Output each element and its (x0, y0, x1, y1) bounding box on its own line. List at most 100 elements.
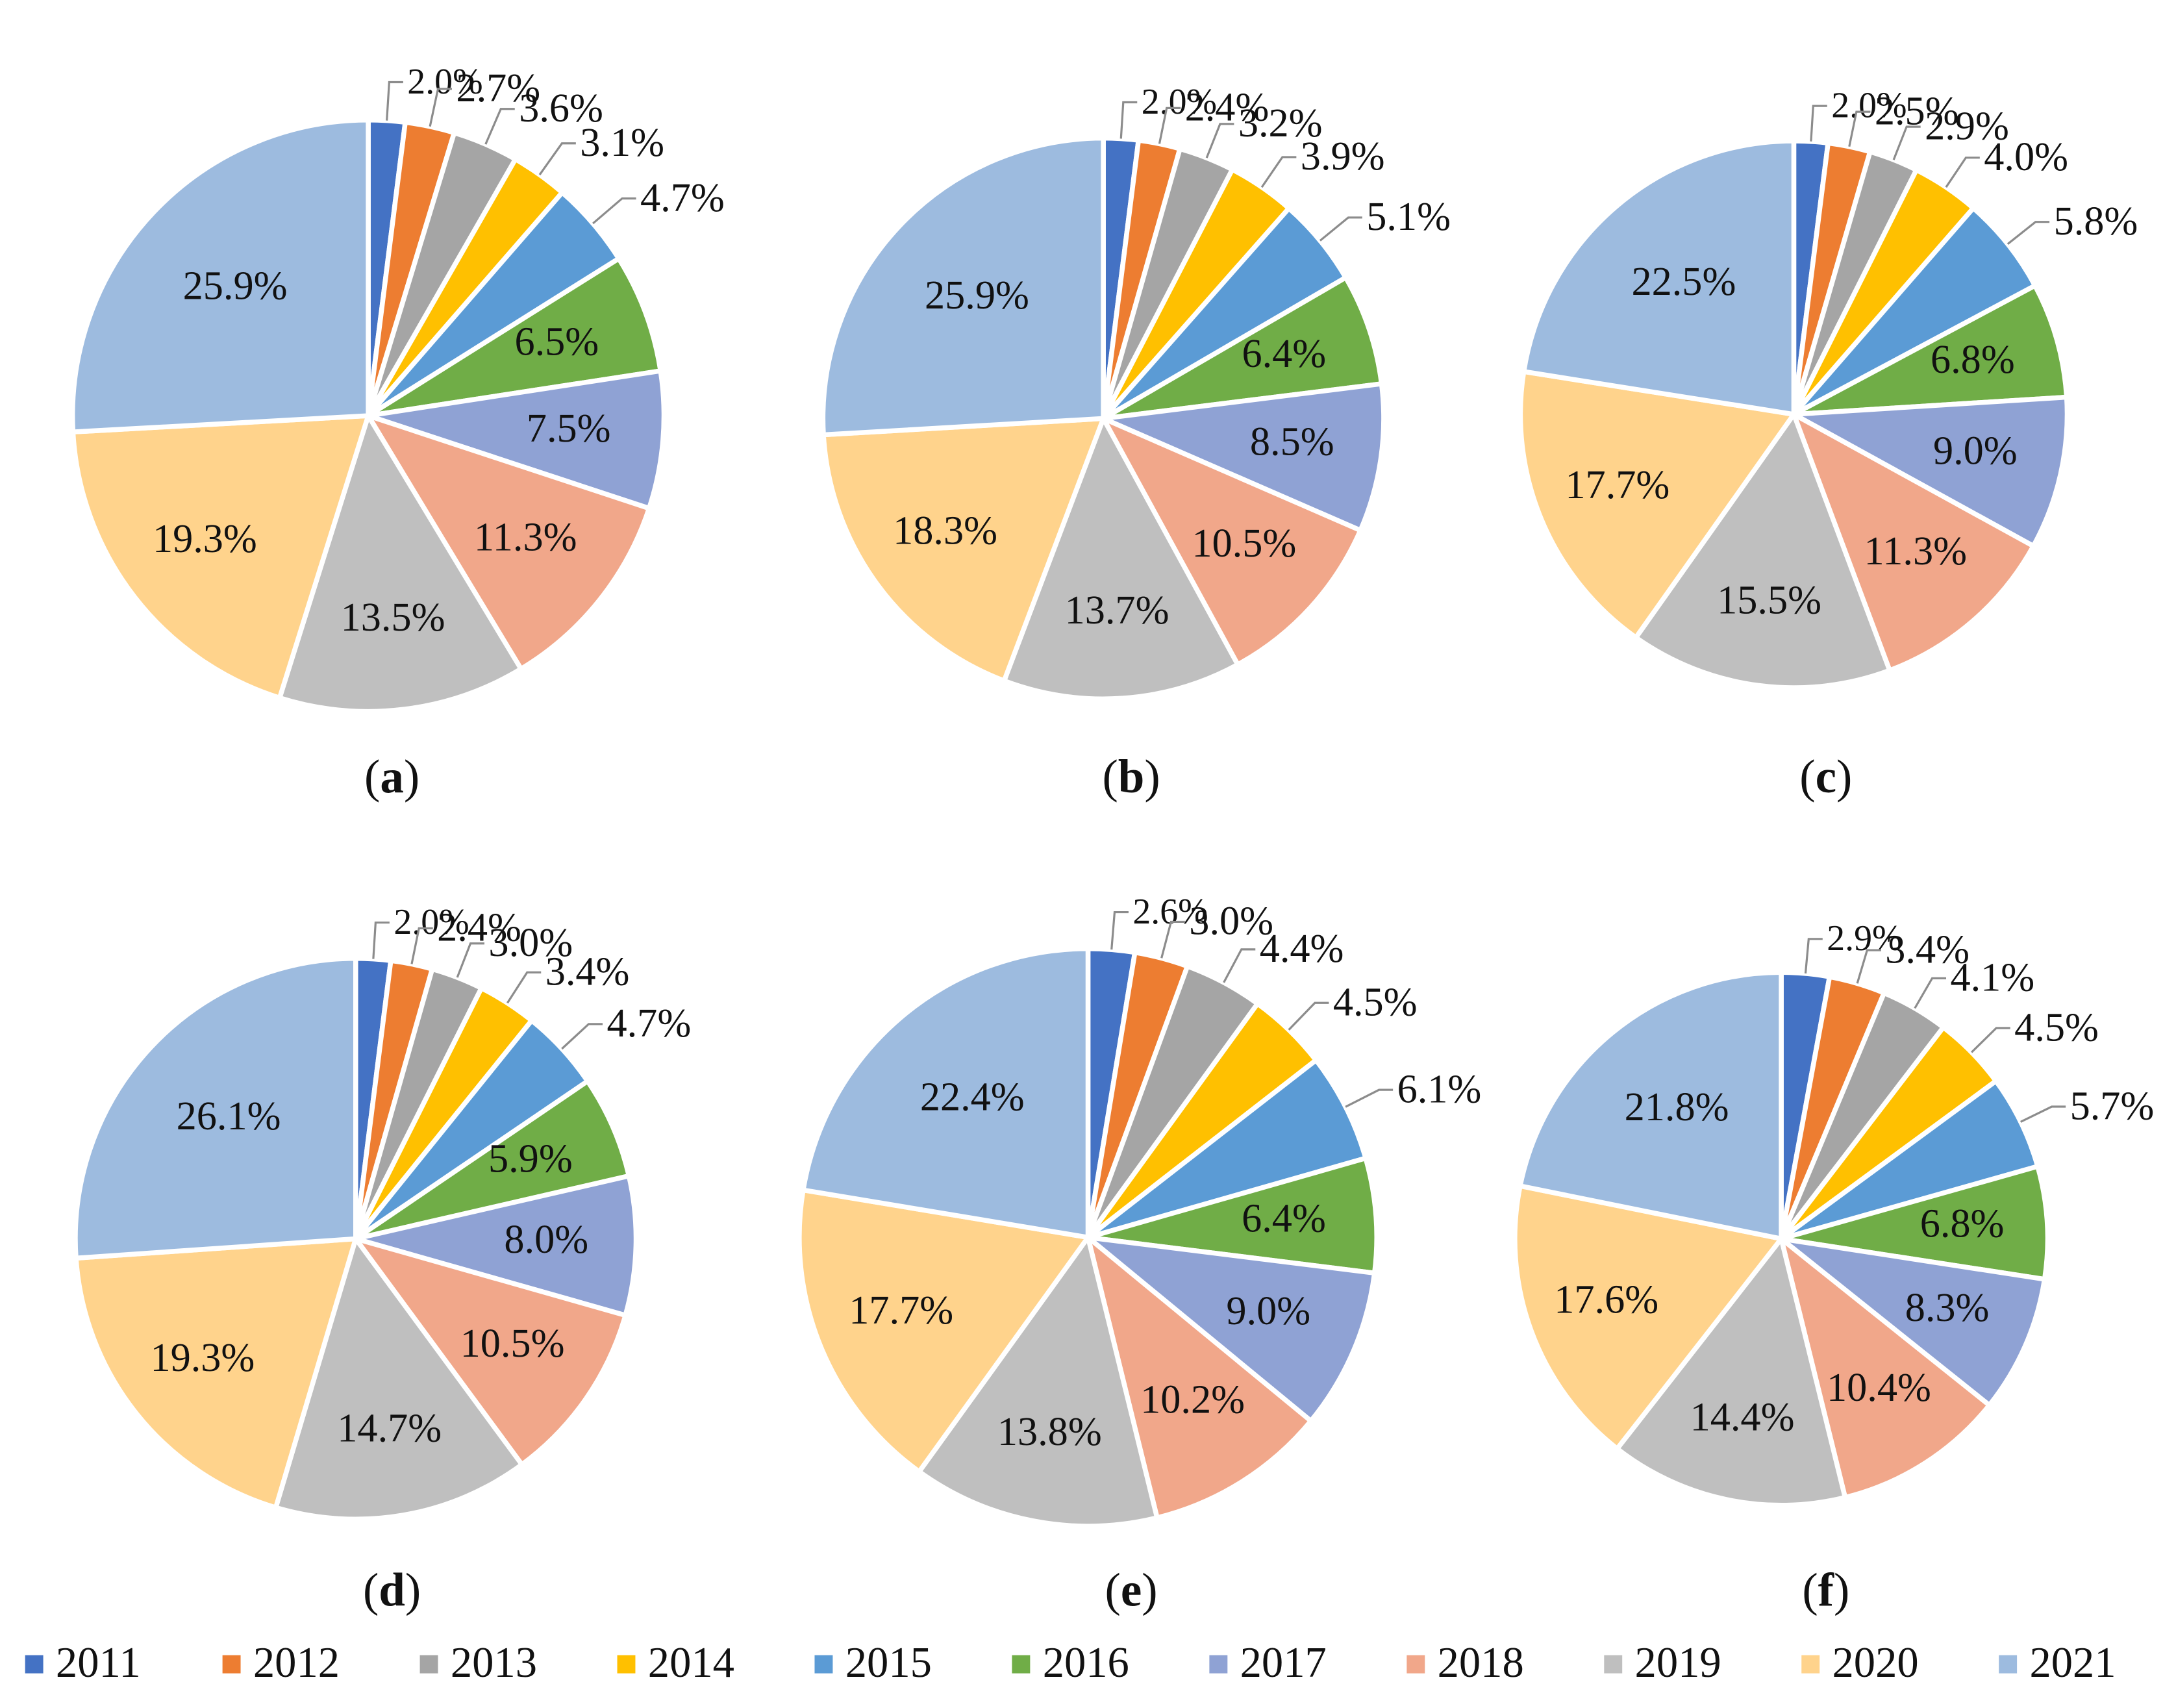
pie-slice-2018 (1101, 416, 1363, 668)
leader-line (538, 142, 576, 175)
data-label: 2.0% (394, 902, 469, 942)
data-label: 22.5% (1631, 259, 1736, 304)
data-label: 3.2% (1238, 101, 1323, 145)
data-label: 3.9% (1301, 134, 1385, 179)
legend-label: 2021 (2029, 1639, 2116, 1687)
legend-swatch (1801, 1655, 1820, 1674)
data-label: 10.2% (1140, 1377, 1245, 1422)
data-label: 4.7% (607, 1001, 691, 1046)
pie-slice-2019 (1001, 416, 1240, 701)
leader-line (1205, 123, 1234, 158)
pie-slice-2020 (797, 1187, 1091, 1474)
leader-line (1810, 105, 1827, 142)
leader-line (1856, 949, 1881, 984)
legend-swatch (419, 1655, 438, 1674)
pie-slice-2020 (73, 1236, 358, 1511)
leader-line (456, 942, 484, 978)
leader-line (2020, 1105, 2066, 1123)
legend-swatch (814, 1655, 833, 1674)
pie-slice-2021 (73, 955, 358, 1261)
pie-slice-2019 (277, 413, 524, 714)
data-label: 3.1% (580, 120, 664, 165)
data-label: 5.8% (2054, 199, 2138, 244)
legend-item-2017: 2017 (1209, 1639, 1327, 1687)
leader-line (1945, 157, 1980, 188)
legend-swatch (25, 1655, 44, 1674)
legend-label: 2012 (253, 1639, 340, 1687)
legend-item-2019: 2019 (1604, 1639, 1721, 1687)
leader-line (1260, 156, 1297, 188)
pie-slice-2018 (1791, 412, 2036, 673)
data-label: 17.6% (1554, 1277, 1658, 1322)
pie-slice-2017 (1779, 1236, 2047, 1408)
pie-slice-2016 (1791, 283, 2070, 417)
data-label: 10.5% (1192, 521, 1296, 566)
leader-line (1288, 1001, 1329, 1031)
pie-slice-2016 (1101, 275, 1384, 421)
pie-slice-2016 (366, 256, 663, 418)
leader-line (1160, 920, 1185, 959)
data-label: 5.1% (1366, 194, 1451, 239)
data-label: 3.0% (1189, 899, 1273, 944)
legend-item-2020: 2020 (1801, 1639, 1919, 1687)
pie-slice-2016 (1779, 1164, 2051, 1282)
pie-slice-2017 (1101, 381, 1386, 533)
panel-caption-b: (b) (1102, 750, 1160, 803)
data-label: 25.9% (925, 273, 1029, 318)
leader-line (1848, 110, 1871, 147)
pie-chart-c: 2.0%2.5%2.9%4.0%5.8%6.8%9.0%11.3%15.5%17… (1518, 85, 2138, 803)
data-label: 13.7% (1065, 588, 1169, 633)
data-label: 17.7% (1565, 462, 1670, 507)
data-label: 2.0% (407, 62, 482, 102)
pie-slice-2018 (353, 1236, 628, 1467)
legend-label: 2014 (648, 1639, 734, 1687)
leader-line (484, 108, 515, 145)
data-label: 13.5% (341, 595, 445, 640)
legend-swatch (1604, 1655, 1623, 1674)
pie-slice-2017 (353, 1173, 639, 1318)
data-label: 3.4% (1885, 927, 1970, 972)
data-label: 6.4% (1242, 331, 1326, 376)
legend-item-2011: 2011 (25, 1639, 141, 1687)
legend: 2011 2012 2013 2014 2015 2016 2017 2018 2019 2020… (25, 1639, 2116, 1687)
pie-slice-2017 (1791, 394, 2070, 549)
data-label: 4.0% (1984, 134, 2068, 179)
data-label: 2.9% (1925, 103, 2009, 148)
pie-slice-2021 (801, 946, 1091, 1240)
data-label: 19.3% (150, 1335, 255, 1380)
pie-slice-2020 (70, 413, 371, 701)
panel-caption-e: (e) (1105, 1563, 1158, 1616)
pie-slice-2017 (1085, 1235, 1377, 1424)
data-label: 4.1% (1950, 955, 2034, 1000)
leader-line (386, 81, 403, 121)
leader-line (506, 971, 542, 1004)
data-label: 10.5% (460, 1321, 565, 1366)
leader-line (1914, 977, 1947, 1009)
data-label: 2.7% (456, 66, 540, 110)
pie-slice-2018 (1085, 1235, 1314, 1520)
pie-slice-2020 (821, 416, 1106, 684)
pie-slice-2018 (1779, 1236, 1992, 1500)
pie-chart-f: 2.9%3.4%4.1% 4.5% 5.7% 6.8% 8.3% 10.4% 14.4% 17… (1512, 918, 2154, 1616)
pie-slice-2021 (1521, 138, 1797, 417)
data-label: 6.5% (514, 319, 599, 364)
leader-line (429, 88, 452, 127)
pie-slice-2021 (820, 135, 1106, 438)
data-label: 11.3% (1864, 529, 1967, 573)
pie-slice-2017 (366, 368, 667, 511)
legend-swatch (222, 1655, 241, 1674)
legend-label: 2018 (1438, 1639, 1524, 1687)
legend-label: 2015 (845, 1639, 932, 1687)
leader-line (592, 197, 636, 225)
pie-slice-2018 (366, 413, 652, 672)
data-label: 6.4% (1242, 1196, 1326, 1240)
data-label: 13.8% (997, 1409, 1102, 1454)
pie-chart-d: 2.0%2.4%3.0%3.4%4.7%5.9%8.0%10.5%14.7%19… (73, 902, 691, 1616)
data-label: 6.8% (1931, 337, 2015, 382)
leader-line (1892, 125, 1921, 160)
pie-chart-b: 2.0%2.4%3.2%3.9% 5.1% 6.4% 8.5% 10.5% 13.7% 18… (820, 82, 1451, 803)
legend-item-2018: 2018 (1407, 1639, 1524, 1687)
data-label: 15.5% (1717, 578, 1821, 623)
legend-swatch (1999, 1655, 2018, 1674)
pie-slice-2019 (916, 1235, 1160, 1529)
